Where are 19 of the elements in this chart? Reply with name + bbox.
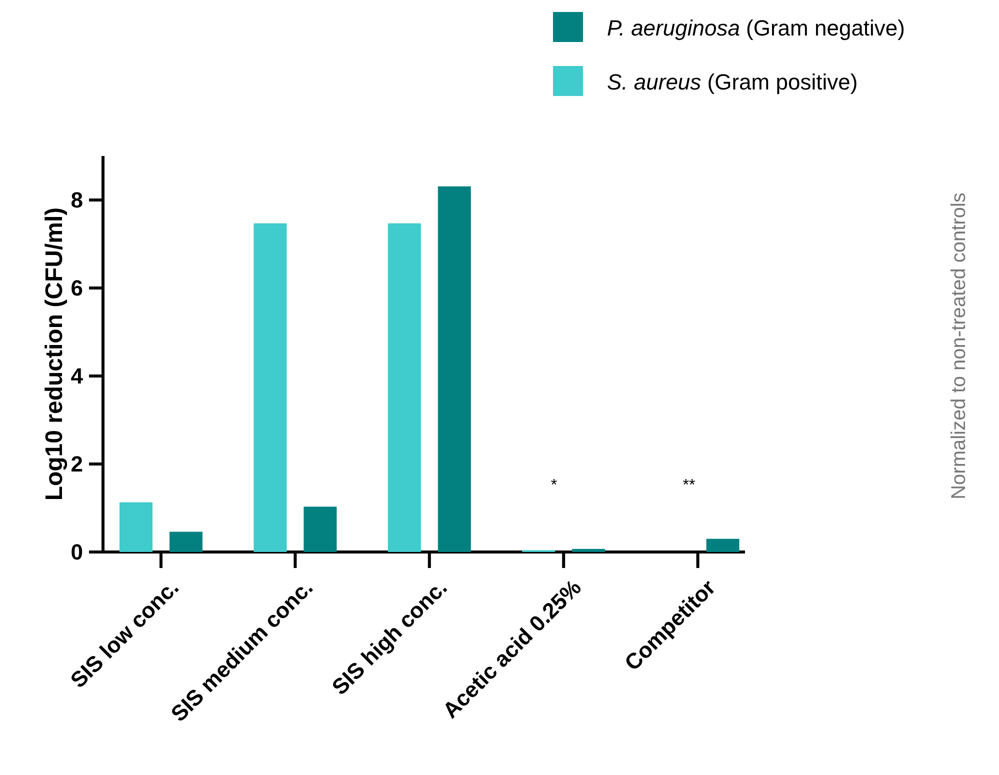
y-tick-label: 2 xyxy=(70,452,83,477)
y-tick-label: 8 xyxy=(70,188,83,213)
legend-label: S. aureus (Gram positive) xyxy=(607,70,858,95)
y-axis-title: Log10 reduction (CFU/ml) xyxy=(41,207,68,501)
bar xyxy=(706,538,740,552)
bar xyxy=(438,186,471,552)
bar xyxy=(304,506,337,552)
annotation: ** xyxy=(682,477,696,494)
y-tick-label: 6 xyxy=(70,276,83,301)
y-tick-label: 4 xyxy=(70,364,84,389)
legend-label: P. aeruginosa (Gram negative) xyxy=(607,16,905,41)
bar xyxy=(572,548,606,552)
bar xyxy=(170,532,202,552)
bar xyxy=(120,502,152,552)
y-tick-label: 0 xyxy=(70,540,83,565)
annotation: * xyxy=(550,477,558,494)
bar xyxy=(254,223,287,552)
bar xyxy=(388,223,421,552)
text: Normalized to non-treated controls xyxy=(948,192,970,500)
